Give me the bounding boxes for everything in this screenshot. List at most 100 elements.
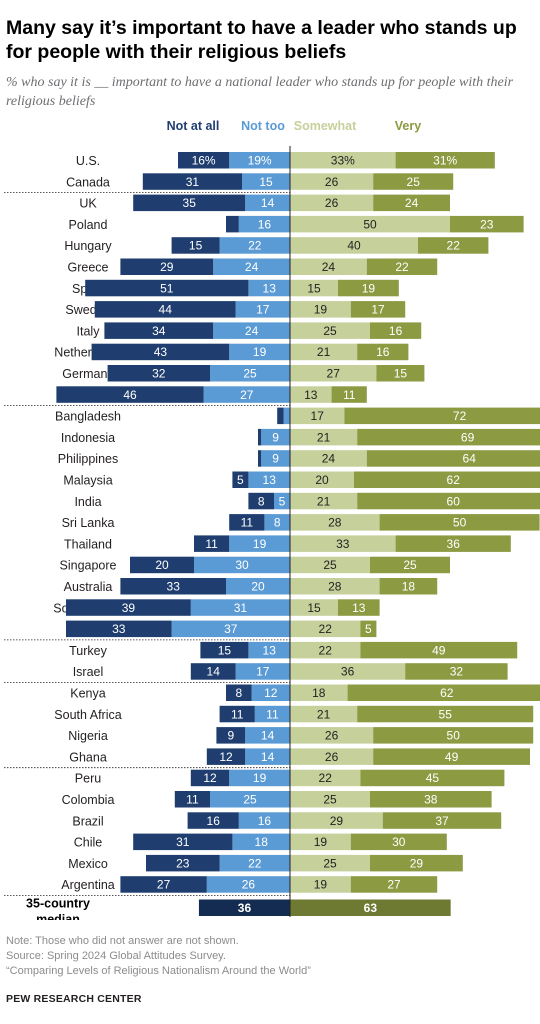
data-label-very: 49 [432,643,446,657]
bar-not-too [261,428,290,446]
median-label-line2: median [36,913,80,921]
data-label-not-too: 13 [263,281,277,295]
data-label-not-at-all: 33 [167,580,181,594]
data-label-somewhat: 15 [307,601,321,615]
pew-logo-text: PEW RESEARCH CENTER [6,993,142,1005]
bar-very [344,407,540,425]
country-label: India [74,495,101,509]
bar-not-too [229,152,290,169]
bar-somewhat [290,748,374,765]
bar-not-at-all [94,301,236,318]
bar-not-at-all [258,450,262,467]
data-label-somewhat: 50 [363,217,377,231]
data-label-somewhat: 20 [315,473,329,487]
data-label-very: 5 [365,622,372,636]
data-label-somewhat: 28 [328,516,342,530]
bar-very [357,343,409,361]
bar-not-at-all [142,173,242,190]
data-label-very: 13 [352,601,366,615]
bar-somewhat [290,407,345,425]
data-label-very: 24 [405,196,419,210]
data-label-somewhat: 24 [322,260,336,274]
bar-somewhat [290,833,351,851]
footer-source: Source: Spring 2024 Global Attitudes Sur… [6,950,226,962]
data-label-very: 50 [447,729,461,743]
country-label: Poland [69,218,108,232]
data-label-very: 38 [424,793,438,807]
data-label-not-at-all: 44 [159,303,173,317]
chart-title: Many say it’s important to have a leader… [6,17,517,63]
data-label-very: 30 [392,835,406,849]
bar-not-too [261,450,290,467]
bar-somewhat [290,791,370,808]
bar-somewhat [290,258,367,275]
data-label-not-too: 37 [224,622,238,636]
bar-not-at-all [104,322,214,339]
bar-very [366,450,540,467]
bar-not-too [248,471,290,488]
data-label-not-at-all: 11 [241,516,254,530]
data-label-not-too: 16 [258,814,272,828]
data-label-somewhat: 25 [323,558,337,572]
data-label-not-too: 17 [256,303,270,317]
data-label-not-too: 14 [261,729,275,743]
bar-very [382,812,502,829]
bar-somewhat [290,663,406,680]
bar-not-at-all [229,514,265,531]
bar-not-at-all [187,812,239,829]
bar-somewhat [290,194,374,212]
data-label-very: 60 [447,494,461,508]
data-label-very: 18 [402,580,416,594]
bar-somewhat [290,769,361,787]
data-label-not-too: 13 [263,643,277,657]
bar-somewhat [290,620,361,638]
country-label: Bangladesh [55,410,121,424]
bar-not-too [226,578,290,595]
data-label-somewhat: 21 [317,707,331,721]
data-label-somewhat: 17 [311,409,325,423]
data-label-not-too: 22 [248,239,262,253]
bar-somewhat [290,876,351,893]
bar-not-at-all [85,279,249,297]
median-bar-left [198,899,290,916]
data-label-very: 64 [463,452,477,466]
country-label: South Africa [54,708,121,722]
country-label: Peru [75,772,101,786]
data-label-somewhat: 22 [319,771,333,785]
bar-not-at-all [258,428,262,446]
country-label: Sri Lanka [62,516,115,530]
bar-very [357,428,540,446]
data-label-somewhat: 22 [319,643,333,657]
bar-very [370,791,492,808]
median-bar-right [290,899,451,916]
bar-somewhat [290,215,450,233]
data-label-not-too: 12 [264,686,278,700]
diverging-bar-chart: Not at all Not too Somewhat Very U.S. 16% 19% 3… [4,119,540,921]
country-label: Germany [62,367,114,381]
bar-not-too [213,258,290,275]
bar-very [357,705,534,723]
data-label-not-too: 30 [235,558,249,572]
bar-not-too [264,514,290,531]
data-label-somewhat: 19 [314,303,328,317]
bar-not-too [248,641,290,659]
bar-not-too [190,599,290,616]
legend-very: Very [395,119,421,133]
country-label: Thailand [64,537,112,551]
data-label-somewhat: 33% [331,154,355,168]
data-label-very: 29 [410,856,424,870]
bar-not-too [254,705,290,723]
data-label-very: 23 [480,217,494,231]
country-label: Turkey [69,644,107,658]
bar-not-at-all [66,599,191,616]
bar-somewhat [290,514,380,531]
bar-not-too [229,343,290,361]
country-label: Chile [74,836,103,850]
data-label-somewhat: 40 [347,239,361,253]
data-label-very: 19 [362,281,376,295]
data-label-very: 11 [343,388,356,402]
bar-not-at-all [133,833,233,851]
data-label-somewhat: 22 [319,622,333,636]
bar-very [395,535,511,552]
bar-somewhat [290,535,396,552]
